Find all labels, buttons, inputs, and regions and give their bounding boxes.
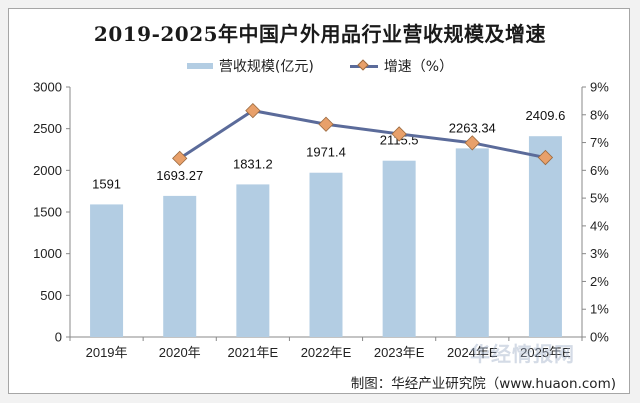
legend-item-revenue: 营收规模(亿元) xyxy=(186,56,314,76)
legend-label-growth: 增速（%） xyxy=(383,59,454,75)
growth-marker xyxy=(464,135,480,151)
right-tick-label: 4% xyxy=(590,218,609,233)
left-tick-label: 1000 xyxy=(33,246,62,261)
right-tick-label: 5% xyxy=(590,191,609,206)
left-tick-label: 2000 xyxy=(33,163,62,178)
bar xyxy=(528,136,562,337)
x-tick-label: 2023年E xyxy=(374,345,425,360)
right-tick-label: 7% xyxy=(590,135,609,150)
right-tick-label: 8% xyxy=(590,107,609,122)
bar-data-label: 1591 xyxy=(92,176,121,191)
legend-label-revenue: 营收规模(亿元) xyxy=(218,59,314,75)
x-tick-label: 2021年E xyxy=(228,345,279,360)
watermark: 华经情报网 xyxy=(470,342,575,366)
bar xyxy=(309,172,343,337)
x-tick-label: 2024年E xyxy=(447,345,498,360)
bar xyxy=(90,204,124,337)
growth-marker xyxy=(318,116,334,132)
bar xyxy=(455,148,489,337)
x-tick-label: 2019年 xyxy=(86,345,128,360)
bar-data-label: 2409.6 xyxy=(526,108,566,123)
growth-marker xyxy=(537,149,554,166)
left-tick-label: 1500 xyxy=(33,205,62,220)
bar xyxy=(236,184,270,337)
left-tick-label: 3000 xyxy=(33,80,62,95)
left-tick-label: 500 xyxy=(40,288,62,303)
right-tick-label: 3% xyxy=(590,246,609,261)
left-tick-label: 2500 xyxy=(33,121,62,136)
bar xyxy=(382,160,416,337)
bar-data-label: 1971.4 xyxy=(306,145,346,160)
growth-marker xyxy=(172,150,188,167)
growth-line xyxy=(178,109,546,160)
right-tick-label: 9% xyxy=(590,80,609,95)
growth-marker xyxy=(245,102,261,119)
source-note: 制图：华经产业研究院（www.huaon.com) xyxy=(350,376,616,392)
bar-data-label: 1693.27 xyxy=(156,168,203,183)
bar xyxy=(163,195,197,337)
right-tick-label: 1% xyxy=(590,302,609,317)
legend-line-swatch xyxy=(349,64,378,68)
x-tick-label: 2022年E xyxy=(301,345,352,360)
bar-data-label: 2263.34 xyxy=(449,120,496,135)
right-tick-label: 6% xyxy=(590,163,609,178)
bar-data-label: 1831.2 xyxy=(233,156,273,171)
x-tick-label: 2025年E xyxy=(520,345,571,360)
x-tick-label: 2020年 xyxy=(159,345,201,360)
chart-title: 2019-2025年中国户外用品行业营收规模及增速 xyxy=(93,22,547,46)
right-tick-label: 0% xyxy=(590,330,609,345)
legend-item-growth: 增速（%） xyxy=(349,56,454,76)
left-tick-label: 0 xyxy=(55,330,62,345)
growth-marker xyxy=(391,126,407,142)
legend-bar-swatch xyxy=(186,63,213,69)
legend: 营收规模(亿元) 增速（%） xyxy=(0,56,640,76)
right-tick-label: 2% xyxy=(590,274,609,289)
